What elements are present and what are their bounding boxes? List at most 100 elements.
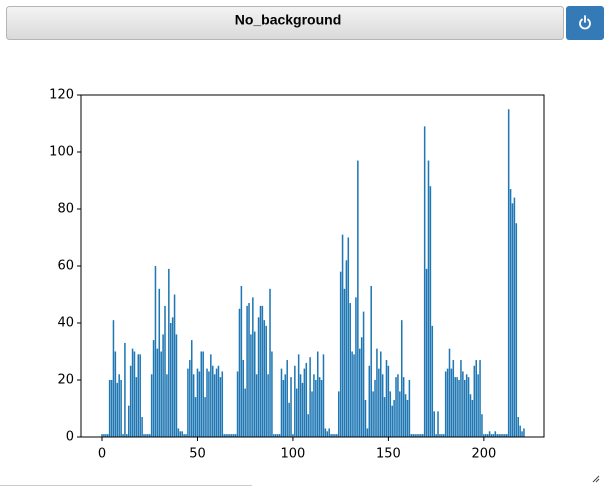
bar [397, 374, 399, 437]
bar [324, 428, 327, 437]
bar [120, 380, 122, 437]
x-tick-label: 200 [471, 447, 496, 462]
bar [307, 414, 309, 437]
bar [194, 397, 197, 437]
bar [263, 320, 266, 437]
bar [103, 434, 105, 437]
bar [433, 411, 435, 437]
bar [316, 351, 319, 437]
bar [519, 425, 521, 437]
bar [248, 303, 250, 437]
bar [273, 434, 275, 437]
bar [198, 371, 201, 437]
bar [458, 380, 460, 437]
bar [206, 368, 208, 437]
bar [383, 397, 386, 437]
bar [267, 374, 269, 437]
bar [135, 377, 138, 437]
bar [389, 391, 392, 437]
bar [357, 160, 359, 438]
bar [158, 288, 161, 437]
bar [202, 351, 204, 437]
bar [295, 388, 298, 437]
bar [360, 337, 363, 437]
bar [320, 380, 323, 437]
bar [427, 160, 430, 438]
bar [521, 431, 523, 437]
bar [192, 374, 195, 437]
bar [234, 434, 237, 437]
bar [479, 360, 481, 437]
bar [429, 186, 432, 437]
bar [313, 374, 315, 437]
y-tick-label: 40 [57, 316, 74, 331]
bar [509, 189, 512, 437]
bar [406, 399, 409, 437]
bar [189, 360, 191, 437]
y-tick-label: 80 [57, 202, 74, 217]
x-tick-label: 0 [98, 447, 106, 462]
x-tick-label: 50 [189, 447, 206, 462]
bar [477, 374, 479, 437]
bar [446, 368, 449, 437]
bar [420, 434, 422, 437]
bar [217, 365, 220, 437]
bar [292, 434, 294, 437]
bar [211, 365, 214, 437]
bar [353, 354, 355, 437]
bar [332, 434, 334, 437]
bar [355, 297, 357, 437]
bar [404, 394, 407, 437]
bar [326, 431, 329, 437]
bar [255, 374, 258, 437]
bar [366, 428, 369, 437]
bar [418, 434, 420, 437]
bar [311, 391, 313, 437]
bar [143, 434, 145, 437]
bar [400, 320, 403, 437]
x-tick-label: 100 [281, 447, 306, 462]
bar [374, 380, 376, 437]
bar [387, 365, 390, 437]
title-button[interactable] [6, 6, 564, 40]
resize-grip[interactable] [592, 475, 600, 483]
bar [341, 234, 344, 437]
bar [349, 303, 351, 437]
bar [152, 340, 155, 437]
bar [147, 434, 149, 437]
bar [309, 357, 311, 437]
bar [229, 434, 231, 437]
bar [488, 431, 491, 437]
bar [175, 334, 178, 437]
bar [381, 374, 384, 437]
bar [473, 365, 476, 437]
bar [412, 434, 414, 437]
bar [328, 428, 330, 437]
bar [376, 348, 378, 437]
bar [129, 365, 132, 437]
bar [437, 411, 439, 437]
bar [494, 431, 497, 437]
bar [204, 397, 206, 437]
bar [196, 368, 199, 437]
bar [154, 266, 157, 437]
power-button[interactable] [566, 6, 604, 40]
bar [240, 285, 243, 437]
bar [164, 305, 166, 437]
bar [315, 380, 317, 437]
bar [379, 351, 382, 437]
bar [139, 354, 141, 437]
bar [485, 434, 487, 437]
bar [370, 285, 372, 437]
bar [177, 428, 180, 437]
bar [288, 402, 290, 437]
bar [183, 434, 185, 437]
bar [490, 434, 493, 437]
bar [126, 434, 128, 437]
bar [385, 360, 388, 437]
bar [162, 334, 164, 437]
bar [364, 399, 367, 437]
bar [110, 380, 113, 437]
y-tick-label: 60 [57, 259, 74, 274]
bar [215, 368, 218, 437]
